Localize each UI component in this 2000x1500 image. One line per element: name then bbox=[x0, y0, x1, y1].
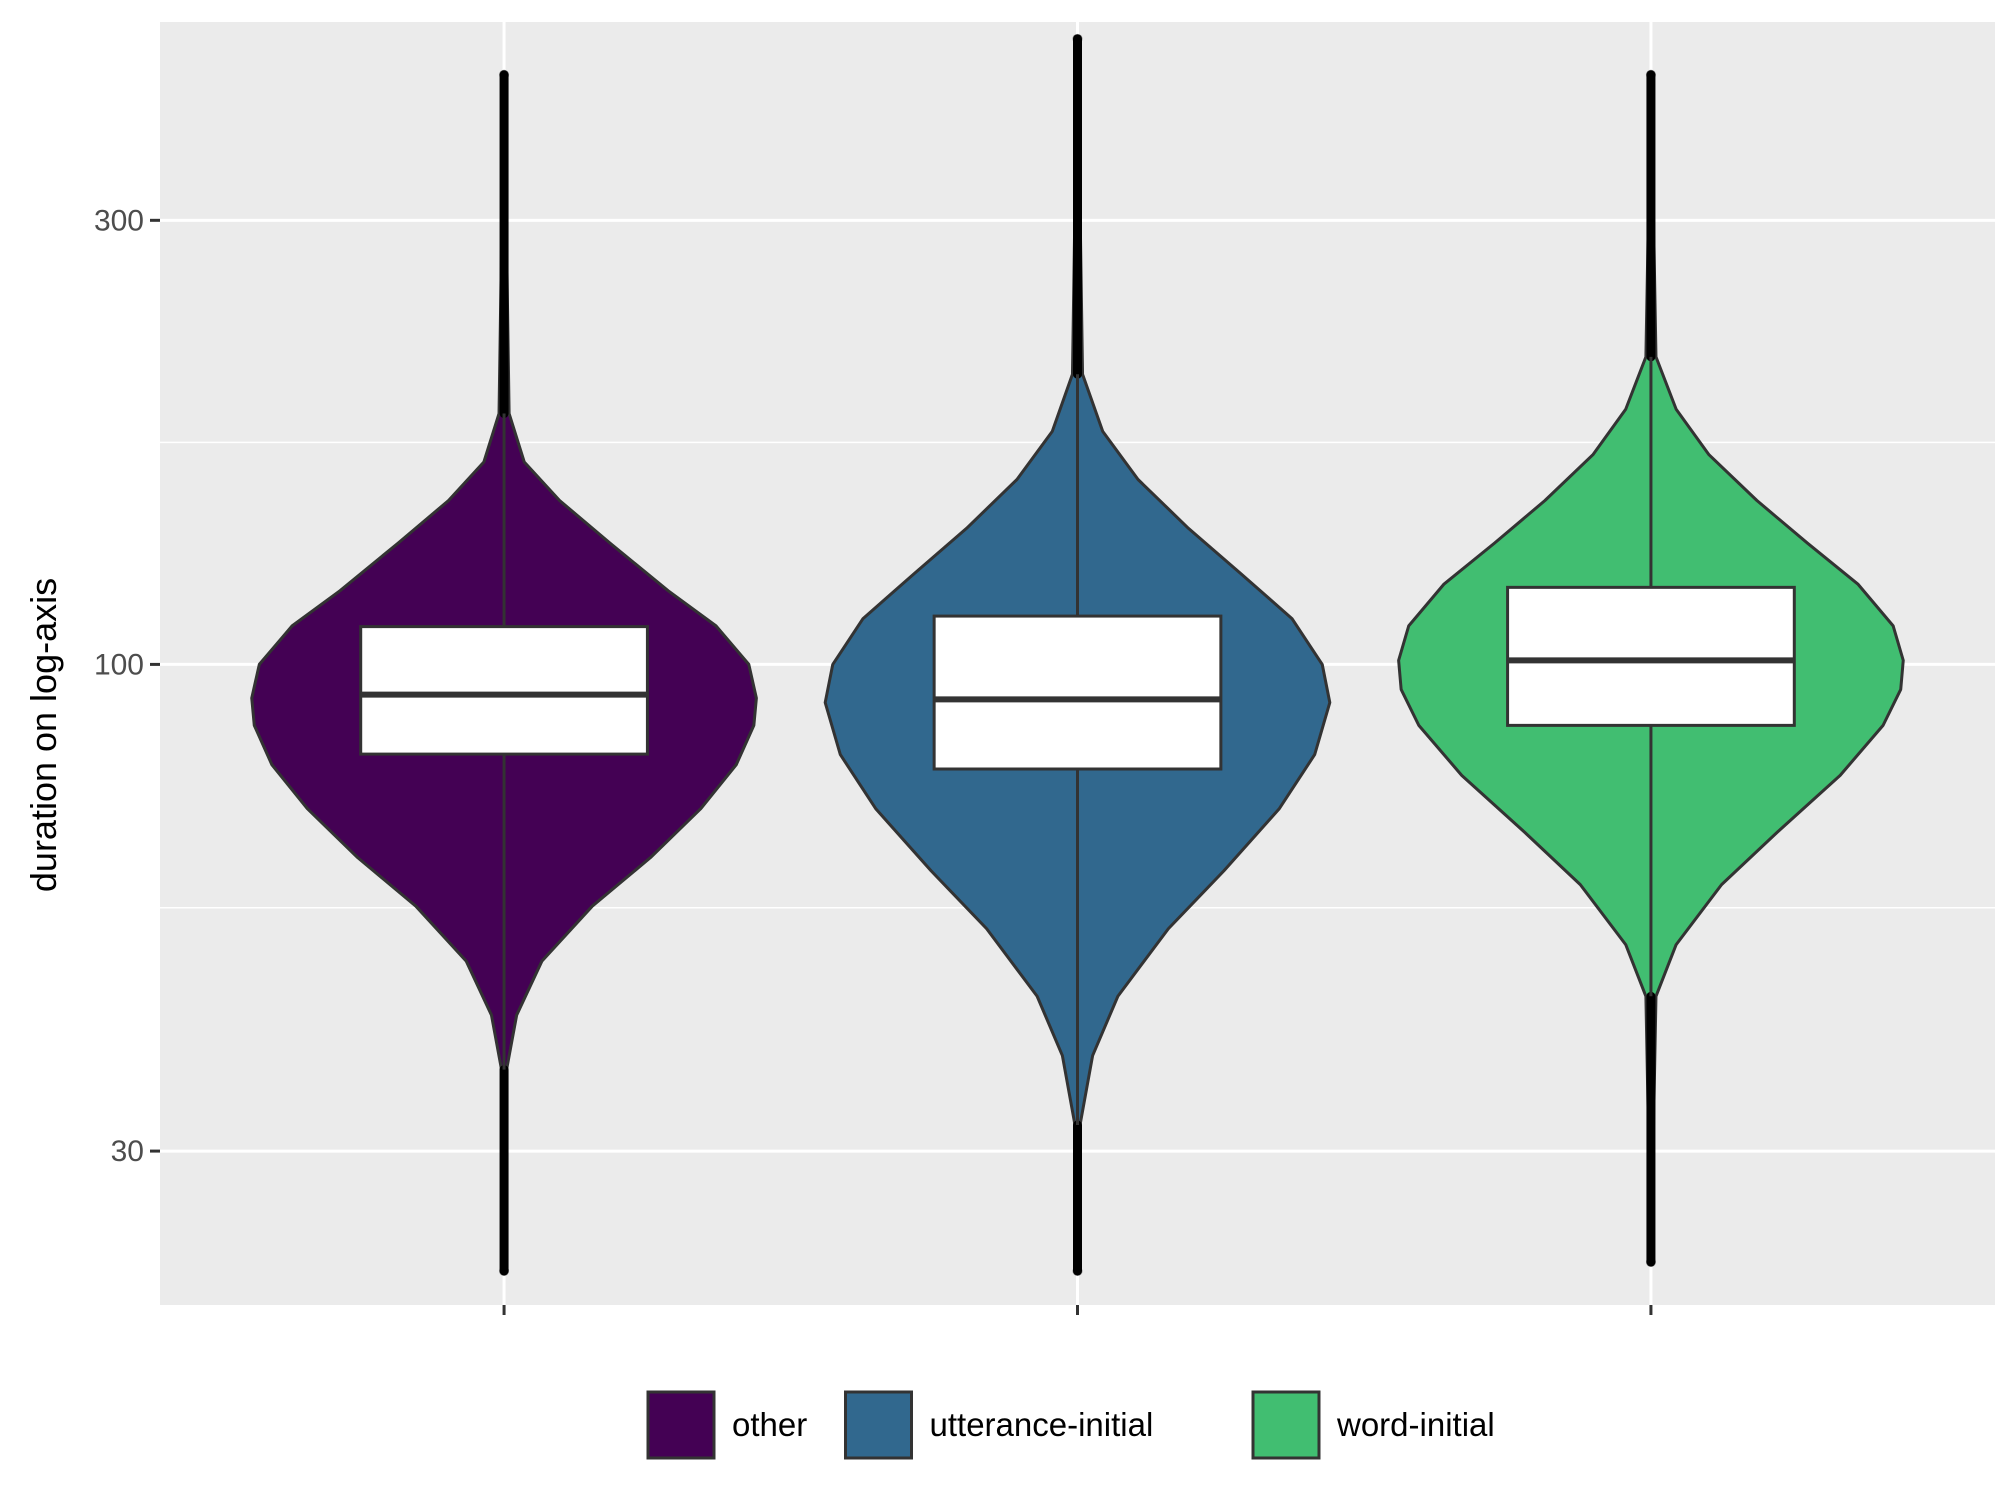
outlier-point-max bbox=[1645, 69, 1656, 80]
y-tick-label: 300 bbox=[94, 204, 144, 237]
outlier-point-max bbox=[499, 69, 510, 80]
box-utterance-initial bbox=[932, 614, 1223, 771]
legend-key-other bbox=[646, 1390, 716, 1460]
legend: other utterance-initial word-initial bbox=[646, 1390, 1495, 1460]
legend-key-word-initial bbox=[1251, 1390, 1321, 1460]
box-other bbox=[359, 625, 649, 756]
violin-group-other bbox=[250, 69, 758, 1276]
outlier-point-max bbox=[1072, 33, 1083, 44]
violin-group-utterance-initial bbox=[823, 33, 1332, 1276]
y-tick-label: 100 bbox=[94, 648, 144, 681]
legend-label-word-initial: word-initial bbox=[1336, 1406, 1495, 1443]
outlier-point-min bbox=[1072, 1265, 1083, 1276]
outlier-point-min bbox=[1645, 1257, 1656, 1268]
y-tick-label: 30 bbox=[111, 1135, 144, 1168]
y-axis-title: duration on log-axis bbox=[23, 578, 64, 892]
legend-key-utterance-initial bbox=[844, 1390, 913, 1460]
legend-label-other: other bbox=[732, 1406, 807, 1443]
violins bbox=[250, 33, 1905, 1276]
y-axis: 30 100 300 bbox=[94, 204, 160, 1168]
box-word-initial bbox=[1506, 585, 1796, 727]
x-axis bbox=[502, 1305, 1653, 1315]
legend-label-utterance-initial: utterance-initial bbox=[930, 1406, 1154, 1443]
outlier-point-min bbox=[499, 1265, 510, 1276]
violin-group-word-initial bbox=[1397, 69, 1905, 1268]
